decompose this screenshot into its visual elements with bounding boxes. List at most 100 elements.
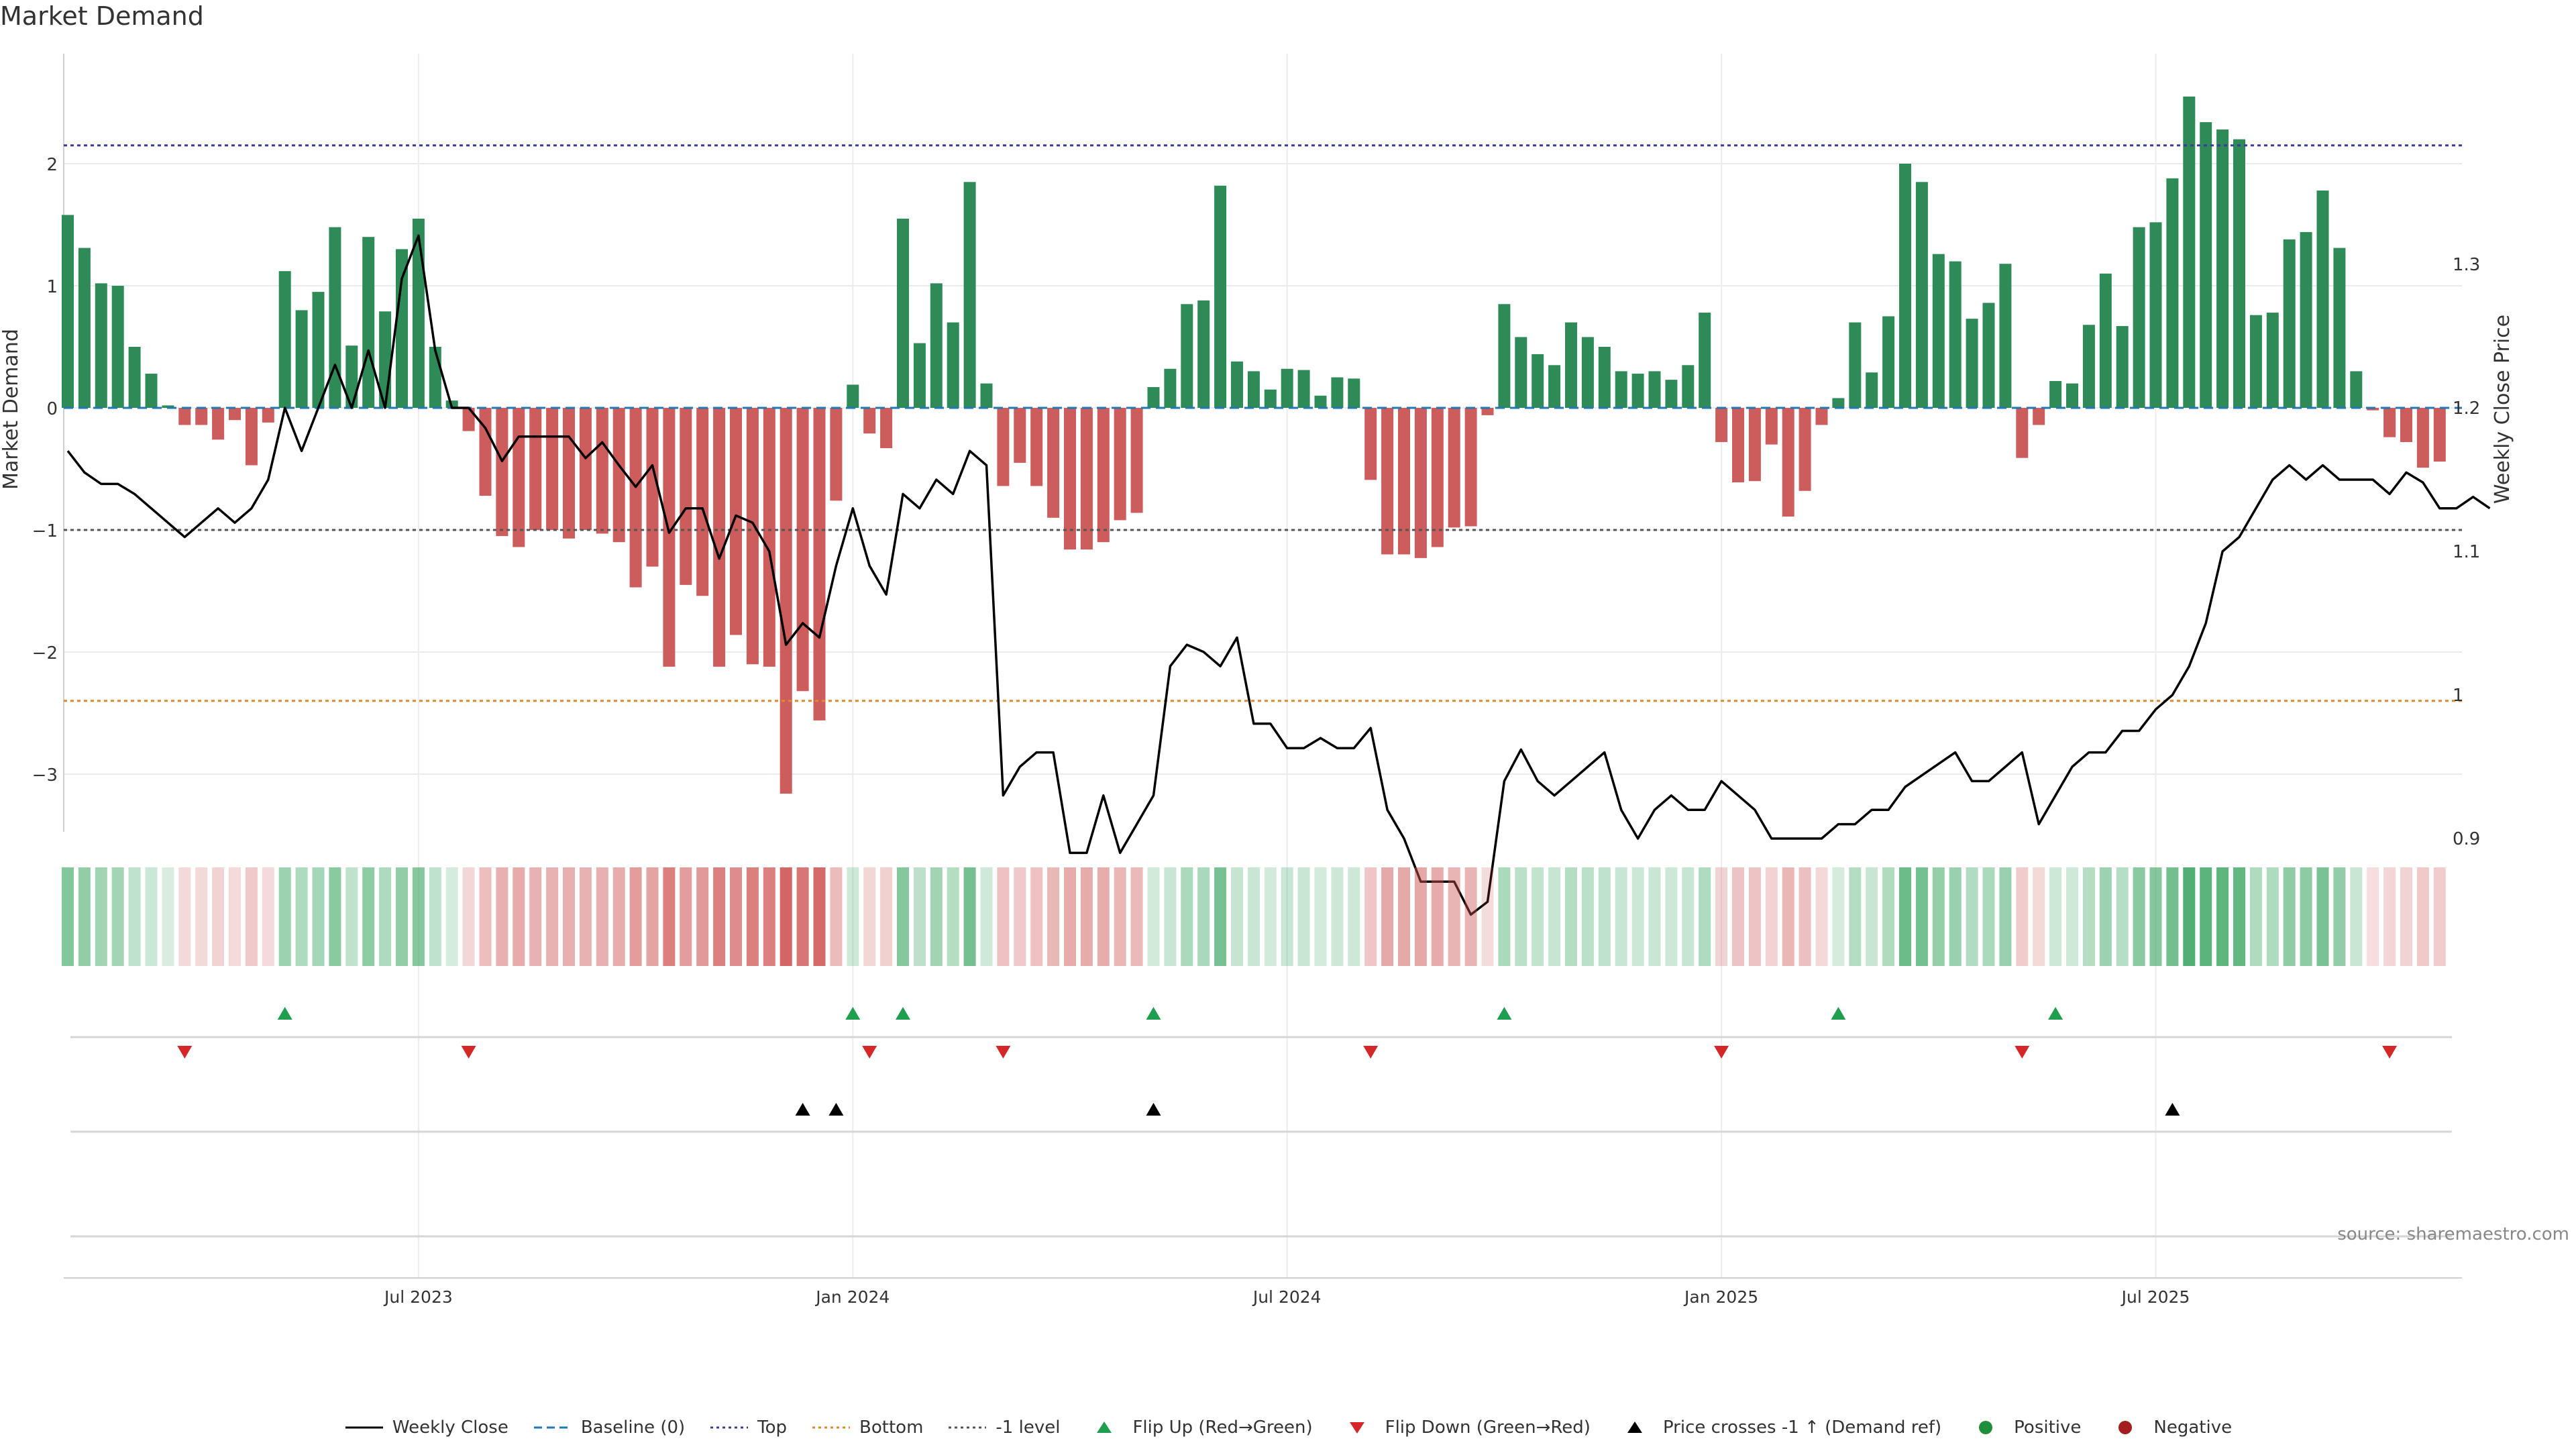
heat-cell [1147, 867, 1160, 966]
demand-bar [1715, 408, 1728, 442]
flip-down-marker [1714, 1046, 1729, 1059]
demand-bar [947, 322, 959, 408]
heat-cell [1231, 867, 1243, 966]
demand-bar [2283, 239, 2296, 408]
demand-bar [2166, 178, 2179, 408]
heat-cell [178, 867, 191, 966]
legend-circle-icon [1979, 1421, 1993, 1434]
demand-bar [2082, 325, 2095, 408]
y-tick-label: 0 [46, 399, 58, 419]
heat-cell [128, 867, 141, 966]
heat-cell [680, 867, 692, 966]
demand-bar [2049, 380, 2062, 408]
demand-bar [178, 408, 191, 425]
heat-cell [913, 867, 926, 966]
flip-up-marker [1497, 1007, 1512, 1020]
heat-cell [95, 867, 107, 966]
demand-bar [2016, 408, 2029, 458]
demand-bar [1264, 389, 1277, 408]
flip-down-marker [1363, 1046, 1379, 1059]
heat-cell [1080, 867, 1093, 966]
demand-bar [362, 237, 375, 408]
flip-down-marker [2382, 1046, 2398, 1059]
heat-cell [730, 867, 742, 966]
flip-down-marker [177, 1046, 193, 1059]
heat-cell [1882, 867, 1895, 966]
demand-bar [780, 408, 792, 794]
demand-bar [1915, 182, 1928, 408]
heat-cell [2400, 867, 2412, 966]
heat-cell [62, 867, 74, 966]
legend-item: Negative [2105, 1417, 2232, 1438]
demand-bar [2333, 248, 2346, 408]
demand-bar [2133, 227, 2145, 408]
heat-cell [2183, 867, 2196, 966]
demand-bar [195, 408, 208, 425]
heat-cell [1348, 867, 1360, 966]
legend-label: Baseline (0) [580, 1417, 686, 1438]
heat-cell [1532, 867, 1544, 966]
legend-item: Positive [1966, 1417, 2081, 1438]
demand-bar [245, 408, 258, 466]
demand-bar [1581, 337, 1594, 408]
chart-title: Market Demand [0, 1, 204, 31]
heat-cell [78, 867, 91, 966]
heat-cell [329, 867, 341, 966]
heat-cell [1782, 867, 1794, 966]
demand-bar [1297, 370, 1310, 408]
heat-cell [2049, 867, 2062, 966]
demand-bar [295, 310, 308, 408]
legend-label: Top [757, 1417, 788, 1438]
demand-bar [2249, 315, 2262, 408]
heat-cell [2383, 867, 2396, 966]
demand-bar [78, 248, 91, 408]
y2-tick-label: 1 [2453, 686, 2464, 706]
demand-bar [412, 218, 425, 408]
heat-cell [379, 867, 392, 966]
heat-cell [930, 867, 943, 966]
heat-cell [847, 867, 859, 966]
demand-bar [278, 271, 291, 408]
y2-tick-label: 1.2 [2453, 398, 2480, 419]
heat-cell [980, 867, 993, 966]
demand-bar [1247, 371, 1260, 408]
heat-cell [2233, 867, 2245, 966]
heat-cell [1799, 867, 1811, 966]
y-tick-label: 1 [46, 277, 58, 297]
demand-bar [663, 408, 676, 667]
legend-item: Bottom [811, 1417, 923, 1438]
chart-legend: Weekly Close Baseline (0) Top Bottom -1 leve… [0, 1412, 2576, 1443]
heat-cell [1615, 867, 1627, 966]
heat-cell [1064, 867, 1076, 966]
demand-bar [1799, 408, 1811, 491]
demand-bar [1114, 408, 1126, 521]
demand-bar [980, 383, 993, 408]
heat-cell [1832, 867, 1845, 966]
demand-bar [1966, 319, 1978, 408]
axes [63, 54, 2462, 1279]
heat-cell [2099, 867, 2112, 966]
heat-cell [863, 867, 876, 966]
demand-bar [429, 347, 441, 408]
heat-cell [1214, 867, 1227, 966]
x-tick-label: Jul 2024 [1252, 1287, 1322, 1307]
heat-cell [1331, 867, 1344, 966]
heat-cell [1014, 867, 1026, 966]
demand-bar [1080, 408, 1093, 550]
heat-cell [1765, 867, 1778, 966]
demand-bar [111, 286, 124, 408]
x-tick-label: Jan 2025 [1683, 1287, 1758, 1307]
demand-bar [880, 408, 893, 449]
heat-cell [162, 867, 174, 966]
demand-bar [2149, 222, 2162, 408]
heat-cell [1581, 867, 1594, 966]
demand-bar [1882, 316, 1895, 408]
heat-cell [429, 867, 441, 966]
demand-bar [1615, 371, 1627, 408]
flip-up-marker [845, 1007, 861, 1020]
demand-bar [746, 408, 759, 665]
y-tick-label: −2 [32, 643, 58, 663]
flip-up-marker [1146, 1007, 1161, 1020]
demand-bar [2300, 231, 2312, 408]
demand-bar [1331, 377, 1344, 408]
